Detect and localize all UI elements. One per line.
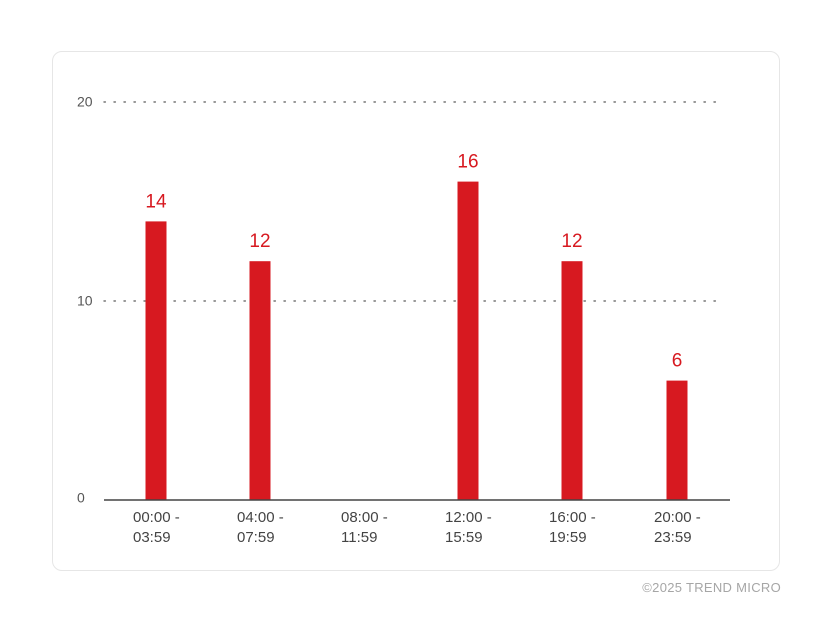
copyright-footer: ©2025 TREND MICRO <box>642 580 781 595</box>
data-labels: 14 12 16 12 6 <box>145 152 682 372</box>
x-axis-ticks: 00:00 -03:59 04:00 -07:59 08:00 -11:59 12:0… <box>133 509 701 546</box>
chart-card <box>52 51 780 571</box>
bar <box>145 221 167 500</box>
bar <box>666 380 688 500</box>
y-axis-ticks: 0 10 20 <box>77 94 93 506</box>
data-label: 6 <box>672 351 683 372</box>
x-tick-label: 08:00 -11:59 <box>341 509 388 546</box>
gridlines <box>103 101 723 302</box>
data-label: 14 <box>145 191 167 212</box>
x-tick-label: 20:00 -23:59 <box>654 509 701 546</box>
x-tick-label: 12:00 -15:59 <box>445 509 492 546</box>
bar <box>457 181 479 500</box>
bar <box>249 261 271 500</box>
bars <box>145 181 688 500</box>
bar <box>561 261 583 500</box>
x-tick-label: 00:00 -03:59 <box>133 509 180 546</box>
data-label: 12 <box>561 231 582 252</box>
data-label: 16 <box>457 152 478 173</box>
x-tick-label: 04:00 -07:59 <box>237 509 284 546</box>
y-tick-label: 0 <box>77 490 85 506</box>
data-label: 12 <box>249 231 270 252</box>
y-tick-label: 20 <box>77 94 93 110</box>
x-tick-label: 16:00 -19:59 <box>549 509 596 546</box>
y-tick-label: 10 <box>77 293 93 309</box>
